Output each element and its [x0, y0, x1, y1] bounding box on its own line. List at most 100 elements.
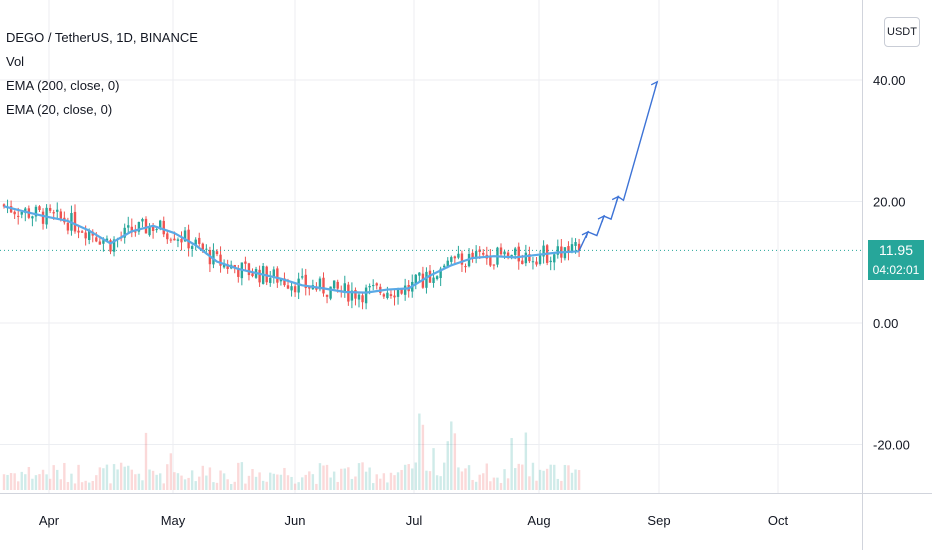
x-tick-label: May	[161, 513, 186, 528]
volume-bar	[577, 470, 581, 490]
volume-bar	[130, 469, 133, 490]
candle-body	[350, 290, 354, 301]
candle-body	[190, 246, 194, 249]
candle-body	[269, 277, 272, 283]
volume-bar	[119, 462, 123, 490]
volume-bar	[357, 463, 361, 490]
candle-body	[528, 254, 531, 262]
volume-bar	[389, 472, 393, 490]
volume-bar	[457, 467, 460, 490]
volume-bar	[112, 464, 116, 490]
volume-bar	[102, 468, 105, 490]
volume-bar	[251, 469, 254, 490]
candle-body	[237, 268, 240, 277]
currency-button[interactable]: USDT	[884, 17, 920, 47]
candle-body	[577, 243, 581, 251]
volume-bar	[80, 482, 84, 490]
candle-body	[514, 248, 517, 256]
legend-symbol-title[interactable]: DEGO / TetherUS, 1D, BINANCE	[6, 30, 198, 45]
candle-body	[283, 278, 286, 286]
candle-body	[418, 272, 421, 276]
volume-bar	[13, 473, 16, 490]
volume-bar	[208, 467, 212, 490]
volume-bar	[506, 478, 510, 490]
candle-body	[386, 292, 389, 299]
volume-bar	[84, 480, 87, 490]
candle-body	[205, 248, 208, 250]
volume-bar	[95, 475, 98, 490]
candle-body	[506, 252, 510, 257]
candle-body	[372, 285, 375, 287]
candle-body	[322, 277, 325, 294]
volume-bar	[144, 432, 148, 490]
volume-bar	[556, 478, 559, 490]
volume-bar	[382, 473, 386, 490]
candle-body	[66, 222, 70, 231]
volume-bar	[297, 482, 300, 490]
legend-volume[interactable]: Vol	[6, 54, 25, 69]
volume-bar	[553, 464, 556, 490]
legend-ema-20[interactable]: EMA (20, close, 0)	[6, 102, 113, 117]
candle-body	[144, 218, 148, 234]
volume-bar	[332, 471, 336, 490]
volume-bar	[155, 474, 158, 490]
candle-body	[20, 212, 23, 215]
candle-body	[84, 232, 87, 239]
candle-body	[389, 294, 393, 296]
candle-body	[364, 287, 368, 304]
volume-bar	[73, 483, 77, 490]
candle-body	[446, 260, 449, 268]
volume-bar	[272, 473, 275, 490]
candle-body	[474, 251, 478, 259]
candle-body	[98, 241, 102, 245]
candle-body	[112, 239, 116, 252]
chart-legend: DEGO / TetherUS, 1D, BINANCE Vol EMA (20…	[6, 26, 198, 122]
volume-bar	[63, 462, 66, 490]
candle-body	[556, 246, 559, 255]
volume-bar	[414, 462, 417, 490]
candle-body	[517, 246, 520, 262]
volume-bar	[219, 470, 222, 490]
volume-bar	[127, 465, 130, 490]
candle-body	[297, 278, 300, 293]
candle-body	[247, 263, 251, 276]
projection-arrowhead	[650, 80, 659, 89]
grid-lines	[0, 0, 862, 493]
volume-bar	[59, 479, 62, 490]
volume-bar	[574, 469, 577, 490]
candle-body	[382, 294, 386, 297]
volume-bar	[563, 464, 567, 490]
volume-bar	[418, 413, 421, 490]
candle-body	[357, 294, 361, 300]
legend-ema-200[interactable]: EMA (200, close, 0)	[6, 78, 120, 93]
volume-bar	[325, 464, 329, 490]
candle-body	[375, 283, 378, 286]
candle-body	[542, 245, 545, 257]
candle-body	[325, 294, 329, 297]
volume-bar	[322, 465, 325, 490]
volume-bar	[66, 482, 70, 490]
candle-body	[88, 230, 91, 240]
candle-body	[48, 208, 52, 211]
volume-bar	[460, 471, 464, 490]
volume-bar	[521, 464, 524, 490]
candle-body	[244, 261, 247, 264]
volume-bar	[531, 462, 535, 490]
volume-bar	[38, 474, 41, 490]
volume-bar	[354, 476, 357, 490]
volume-bar	[198, 476, 201, 490]
candle-body	[215, 251, 219, 255]
volume-bar	[17, 481, 20, 490]
candle-body	[134, 231, 137, 233]
candle-body	[198, 237, 201, 244]
candle-body	[482, 252, 485, 255]
volume-bar	[151, 470, 155, 490]
candle-body	[222, 263, 226, 268]
candle-body	[38, 206, 41, 211]
volume-bar	[27, 466, 31, 490]
volume-bar	[31, 478, 34, 490]
volume-bar	[230, 483, 233, 490]
candle-body	[31, 216, 34, 219]
